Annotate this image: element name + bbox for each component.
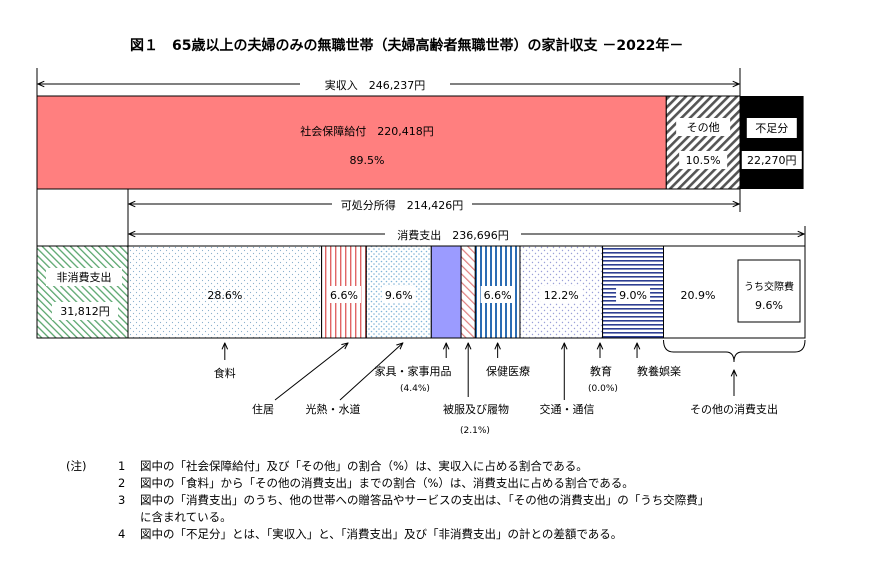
deficit-value-bg [741, 151, 802, 169]
share-housing: 6.6% [330, 289, 358, 302]
bar-furniture [430, 245, 462, 339]
share-bg-housing [326, 286, 361, 303]
disposable-label: 可処分所得 214,426円 [341, 199, 464, 212]
bar-other-income [665, 95, 741, 190]
entertainment-label: うち交際費 [744, 280, 794, 293]
label-clothing-share: (2.1%) [460, 426, 490, 436]
consumption-label: 消費支出 236,696円 [397, 228, 509, 242]
share-bg-medical [480, 286, 515, 303]
note-text: に含まれている。 [140, 510, 232, 524]
other-income-label-bg [676, 118, 731, 136]
brace-other-consumption [663, 339, 806, 363]
note-number: 1 [118, 459, 126, 473]
disposable-label-bg [332, 196, 472, 212]
share-transport: 12.2% [544, 289, 579, 302]
share-utilities: 9.6% [385, 289, 413, 302]
note-number: 2 [118, 476, 126, 490]
note-text: 図中の「消費支出」のうち、他の世帯への贈答品やサービスの支出は、「その他の消費支… [140, 493, 710, 507]
label-medical: 保健医療 [486, 364, 530, 378]
deficit-value: 22,270円 [747, 154, 797, 167]
entertainment-share: 9.6% [755, 299, 783, 312]
share-bg-utilities [381, 286, 416, 303]
label-housing: 住居 [252, 402, 274, 416]
bar-social-security [36, 95, 667, 190]
share-bg-culture [616, 286, 651, 303]
other-income-share-bg [679, 151, 728, 169]
share-medical: 6.6% [484, 289, 512, 302]
social-security-label: 社会保障給付 220,418円 [300, 124, 434, 138]
bar-non-consumption [36, 245, 129, 339]
income-label: 実収入 246,237円 [325, 78, 426, 92]
income-label-bg [300, 76, 450, 92]
share-other-consumption: 20.9% [681, 289, 716, 302]
non-consumption-value-bg [52, 302, 118, 320]
note-text: 図中の「社会保障給付」及び「その他」の割合（%）は、実収入に占める割合である。 [140, 459, 588, 473]
non-consumption-label-bg [46, 268, 122, 286]
note-number: 4 [118, 527, 126, 541]
leader-utilities [339, 343, 403, 401]
deficit-label: 不足分 [755, 122, 788, 135]
label-culture: 教養娯楽 [637, 364, 681, 378]
bar-entertainment-expenses [737, 259, 801, 323]
chart-title: 図１ 65歳以上の夫婦のみの無職世帯（夫婦高齢者無職世帯）の家計収支 －2022… [130, 37, 683, 54]
share-culture: 9.0% [619, 289, 647, 302]
label-utilities: 光熱・水道 [306, 402, 361, 416]
consumption-label-bg [385, 226, 521, 242]
share-bg-transport [540, 286, 582, 303]
label-education: 教育 [590, 364, 612, 378]
other-income-label: その他 [687, 121, 720, 134]
deficit-label-bg [746, 118, 797, 138]
note-number: 3 [118, 493, 126, 507]
bar-deficit [740, 96, 804, 189]
note-text: 図中の「不足分」とは、「実収入」と、「消費支出」及び「非消費支出」の計との差額で… [140, 527, 623, 541]
non-consumption-label: 非消費支出 [57, 270, 112, 284]
label-transport: 交通・通信 [540, 402, 595, 416]
bar-clothing [460, 245, 476, 339]
social-security-share: 89.5% [350, 154, 385, 167]
non-consumption-value: 31,812円 [60, 305, 110, 318]
label-clothing: 被服及び履物 [443, 402, 509, 416]
notes-prefix: (注) [66, 459, 87, 473]
share-food: 28.6% [207, 289, 242, 302]
bar-food [127, 245, 323, 339]
label-other-consumption: その他の消費支出 [690, 402, 778, 416]
label-education-share: (0.0%) [588, 384, 618, 394]
label-furniture: 家具・家事用品 [375, 364, 452, 378]
label-food: 食料 [214, 366, 236, 380]
label-furniture-share: (4.4%) [400, 384, 430, 394]
leader-housing [274, 343, 348, 401]
other-income-share: 10.5% [686, 154, 721, 167]
note-text: 図中の「食料」から「その他の消費支出」までの割合（%）は、消費支出に占める割合で… [140, 476, 634, 490]
